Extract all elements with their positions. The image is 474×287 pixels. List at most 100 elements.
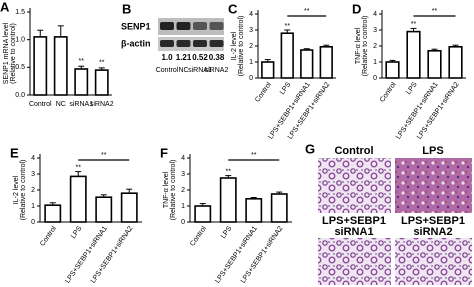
y-tick-label: 4 <box>181 155 185 162</box>
significance: ** <box>304 8 310 15</box>
y-axis-label: (Relative to control) <box>20 160 27 221</box>
x-tick-label: LPS <box>220 225 234 240</box>
panel-letter: D <box>352 1 361 16</box>
y-tick-label: 4 <box>373 11 377 18</box>
significance: ** <box>411 21 417 28</box>
bar <box>448 45 463 79</box>
histology-image <box>395 238 472 285</box>
blot-lane-label: siRNA1 <box>188 67 212 74</box>
blot-ratio: 1.0 <box>161 53 173 62</box>
blot-lane-label: NC <box>178 67 188 74</box>
bar <box>94 69 109 96</box>
bar <box>270 193 288 223</box>
bar <box>261 61 275 79</box>
bar <box>280 32 294 79</box>
bar <box>74 68 89 96</box>
y-tick-label: 1 <box>181 203 185 210</box>
histology-label: siRNA2 <box>413 226 452 238</box>
y-axis-label: TNF-α level <box>163 171 170 208</box>
y-tick-label: 0 <box>249 75 253 82</box>
significance: ** <box>226 168 232 175</box>
y-tick-label: 0.5 <box>15 64 25 71</box>
y-axis-label: (Relative to control) <box>10 23 17 84</box>
y-axis-label: (Relative to control) <box>362 16 369 77</box>
panel-letter: F <box>160 145 168 160</box>
bar <box>406 30 421 79</box>
x-tick-label: Control <box>254 81 273 104</box>
y-tick-label: 1 <box>373 59 377 66</box>
significance: ** <box>285 23 291 30</box>
blot-row-label: β-actin <box>121 38 151 48</box>
x-tick-label: LPS <box>279 81 293 96</box>
y-axis-label: IL-2 level <box>13 175 20 204</box>
y-tick-label: 2 <box>373 43 377 50</box>
panel-letter: B <box>122 1 131 16</box>
y-tick-label: 3 <box>31 171 35 178</box>
bar <box>385 61 400 79</box>
y-tick-label: 0 <box>373 75 377 82</box>
y-axis-label: (Relative to control) <box>170 160 177 221</box>
y-tick-label: 4 <box>249 11 253 18</box>
y-axis-label: TNF-α level <box>355 27 362 64</box>
y-tick-label: 1 <box>31 203 35 210</box>
x-tick-label: Control <box>379 81 398 104</box>
significance: ** <box>99 60 105 67</box>
significance: ** <box>101 152 107 159</box>
x-tick-label: LPS <box>70 225 84 240</box>
significance: ** <box>432 8 438 15</box>
blot-band <box>176 40 191 47</box>
blot-row-label: SENP1 <box>121 21 151 31</box>
y-axis-label: (Relative to control) <box>238 16 245 77</box>
histology-label: LPS <box>422 145 443 157</box>
bar <box>245 198 263 223</box>
x-tick-label: LPS <box>405 81 419 96</box>
blot-band <box>176 22 191 30</box>
histology-label: siRNA1 <box>334 226 373 238</box>
blot-band <box>209 22 224 30</box>
y-tick-label: 3 <box>249 27 253 34</box>
histology-image <box>395 158 472 213</box>
bar <box>33 36 48 96</box>
panel-letter: A <box>0 0 10 14</box>
significance: ** <box>251 152 257 159</box>
blot-ratio: 0.52 <box>192 53 208 62</box>
bar <box>53 36 68 96</box>
panel-letter: E <box>10 145 19 160</box>
y-tick-label: 2 <box>181 187 185 194</box>
y-tick-label: 4 <box>31 155 35 162</box>
blot-band <box>160 40 174 47</box>
bar <box>319 45 333 79</box>
x-tick-label: NC <box>56 101 66 108</box>
blot-band <box>209 40 224 47</box>
blot-band <box>160 22 174 30</box>
bar <box>95 196 113 223</box>
bar <box>44 204 62 223</box>
y-axis-label: SENP1 mRNA level <box>3 22 10 84</box>
x-tick-label: siRNA1 <box>69 101 93 108</box>
significance: ** <box>79 58 85 65</box>
y-tick-label: 2 <box>249 43 253 50</box>
y-tick-label: 0 <box>181 219 185 226</box>
blot-strip <box>158 18 224 35</box>
x-tick-label: LPS+SEBP1+siRNA2 <box>416 81 461 141</box>
y-tick-label: 1 <box>249 59 253 66</box>
bar <box>120 192 138 223</box>
y-tick-label: 1.0 <box>15 37 25 44</box>
y-tick-label: 0 <box>31 219 35 226</box>
panel-letter: G <box>305 141 315 156</box>
histology-label: LPS+SEBP1 <box>322 215 386 227</box>
bar <box>427 49 442 79</box>
y-tick-label: 1.5 <box>15 9 25 16</box>
bar <box>194 205 212 223</box>
panel-letter: C <box>228 1 238 16</box>
blot-strip <box>158 37 224 51</box>
blot-ratio: 1.21 <box>176 53 192 62</box>
blot-band <box>193 22 207 30</box>
y-tick-label: 3 <box>373 27 377 34</box>
histology-image <box>318 158 391 213</box>
blot-lane-label: siRNA2 <box>205 67 229 74</box>
x-tick-label: Control <box>39 225 58 248</box>
x-tick-label: Control <box>29 101 52 108</box>
bar <box>219 177 237 223</box>
blot-lane-label: Control <box>156 67 179 74</box>
